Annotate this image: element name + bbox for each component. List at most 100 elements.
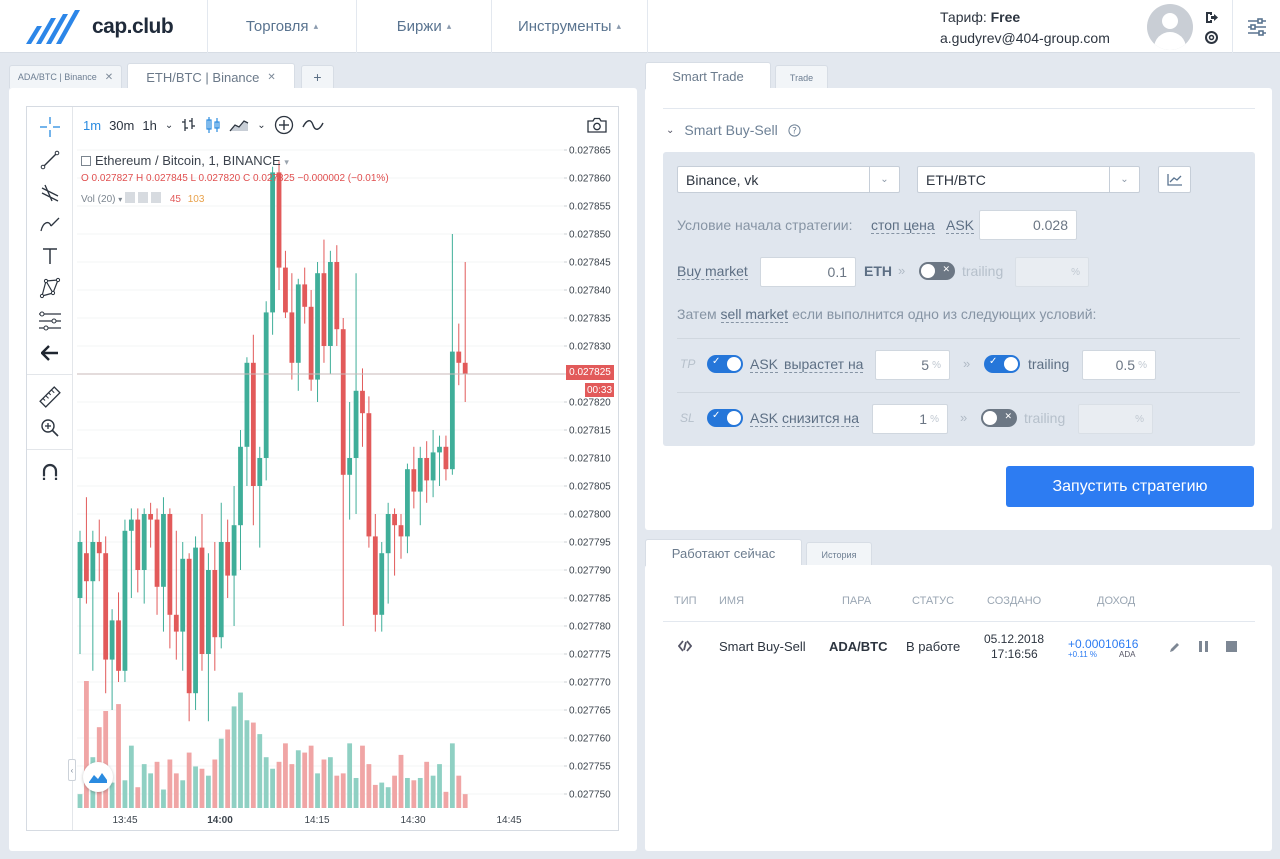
tariff-value[interactable]: Free — [990, 9, 1021, 25]
tab-ada-btc[interactable]: ADA/BTC | Binance ✕ — [9, 65, 122, 88]
ask-link[interactable]: ASK — [946, 217, 975, 234]
tab-trade[interactable]: Trade — [775, 65, 828, 89]
magnet-icon[interactable] — [38, 460, 62, 484]
tp-ask-link[interactable]: ASK — [750, 356, 779, 373]
candle-body — [385, 514, 391, 554]
run-strategy-button[interactable]: Запустить стратегию — [1006, 466, 1254, 507]
tradingview-logo[interactable] — [83, 762, 113, 792]
sl-condition-link[interactable]: снизится на — [782, 410, 860, 427]
candle-body — [283, 267, 288, 313]
logout-icon[interactable] — [1204, 10, 1218, 24]
avatar[interactable] — [1147, 4, 1193, 50]
sl-toggle[interactable]: ✓ — [707, 409, 743, 427]
close-icon[interactable]: ✕ — [267, 71, 276, 83]
volume-bar — [180, 780, 186, 808]
price-axis[interactable]: 0.027865 0.027860 0.027855 0.027850 0.027845… — [564, 143, 619, 808]
arrow-left-icon[interactable] — [38, 341, 62, 365]
close-icon[interactable]: ✕ — [104, 71, 114, 83]
tp-trailing-toggle[interactable]: ✓ — [984, 355, 1020, 373]
nav-exchanges[interactable]: Биржи ▴ — [356, 0, 491, 53]
sl-ask-link[interactable]: ASK — [750, 410, 779, 427]
chevron-down-icon[interactable]: ▾ — [284, 157, 289, 167]
chevron-down-icon[interactable]: ⌄ — [164, 119, 174, 131]
volume-bar — [238, 692, 243, 808]
chevron-down-icon[interactable]: ▾ — [118, 195, 123, 204]
tp-condition-link[interactable]: вырастет на — [784, 356, 864, 373]
candle-body — [199, 547, 205, 654]
pattern-icon[interactable] — [38, 276, 62, 300]
tab-smart-trade[interactable]: Smart Trade — [645, 62, 771, 89]
volume-bar — [135, 787, 141, 808]
col-name: ИМЯ — [719, 595, 745, 607]
candle-body — [154, 519, 160, 587]
tp-value-input[interactable]: 5% — [875, 350, 950, 380]
buy-amount-input[interactable]: 0.1 — [760, 257, 856, 287]
timeframe-1h[interactable]: 1h — [142, 117, 157, 133]
chart-plot-area[interactable] — [77, 143, 564, 808]
fib-icon[interactable] — [38, 309, 62, 333]
trendline-icon[interactable] — [38, 148, 62, 172]
volume-bar — [283, 743, 288, 808]
volume-bar — [430, 775, 436, 808]
tp-toggle[interactable]: ✓ — [707, 355, 743, 373]
sell-market-link[interactable]: sell market — [720, 306, 789, 323]
add-tab-button[interactable]: + — [301, 65, 334, 88]
sl-trailing-label: trailing — [1024, 410, 1066, 426]
volume-bar — [167, 759, 173, 808]
area-style-icon[interactable] — [229, 117, 249, 133]
nav-tools[interactable]: Инструменты ▴ — [491, 0, 648, 53]
time-axis[interactable]: 13:45 14:00 14:15 14:30 14:45 — [77, 808, 564, 830]
caret-up-icon: ▴ — [616, 21, 622, 31]
sl-trailing-input[interactable]: % — [1078, 404, 1153, 434]
buy-market-link[interactable]: Buy market — [677, 263, 748, 280]
nav-trading-label: Торговля — [245, 18, 309, 35]
crosshair-icon[interactable] — [38, 115, 62, 139]
support-icon[interactable] — [1204, 30, 1218, 44]
settings-button[interactable] — [1232, 0, 1280, 53]
start-price-input[interactable]: 0.028 — [979, 210, 1077, 240]
indicator-controls-icon[interactable] — [125, 192, 164, 203]
timeframe-30m[interactable]: 30m — [109, 117, 135, 133]
camera-icon[interactable] — [587, 117, 607, 133]
nav-trading[interactable]: Торговля ▴ — [207, 0, 356, 53]
tab-running[interactable]: Работают сейчас — [645, 539, 802, 566]
buy-trailing-input[interactable]: % — [1015, 257, 1089, 287]
volume-label[interactable]: Vol (20) — [81, 194, 116, 205]
time-tick-label: 14:00 — [207, 815, 233, 826]
exchange-select[interactable]: Binance, vk ⌄ — [677, 166, 900, 193]
tab-label: Smart Trade — [672, 68, 744, 84]
tp-trailing-input[interactable]: 0.5% — [1082, 350, 1156, 380]
pitchfork-icon[interactable] — [38, 181, 62, 205]
volume-bar — [372, 784, 378, 808]
edit-icon[interactable] — [1169, 641, 1181, 653]
pair-select[interactable]: ETH/BTC ⌄ — [917, 166, 1140, 193]
candles-style-icon[interactable] — [205, 116, 221, 134]
add-indicator-icon[interactable] — [274, 115, 294, 135]
strategy-header[interactable]: ⌄ Smart Buy-Sell ? — [666, 122, 801, 138]
help-icon[interactable]: ? — [788, 123, 801, 137]
price-tick-label: 0.027830 — [569, 342, 611, 353]
pause-icon[interactable] — [1198, 641, 1209, 652]
sl-trailing-toggle[interactable]: ✕ — [981, 409, 1017, 427]
col-pair: ПАРА — [842, 595, 872, 607]
collapse-toolbar-button[interactable]: ‹ — [68, 759, 76, 781]
tab-eth-btc[interactable]: ETH/BTC | Binance ✕ — [127, 63, 295, 90]
compare-icon[interactable] — [301, 118, 324, 132]
brush-icon[interactable] — [38, 212, 62, 236]
sl-value-input[interactable]: 1% — [872, 404, 948, 434]
bars-style-icon[interactable] — [181, 117, 197, 133]
price-tick-label: 0.027770 — [569, 678, 611, 689]
buy-trailing-toggle[interactable]: ✕ — [919, 262, 955, 280]
chart-view-button[interactable] — [1158, 166, 1191, 193]
timeframe-1m[interactable]: 1m — [83, 117, 102, 133]
text-tool-icon[interactable] — [38, 244, 62, 268]
stop-price-link[interactable]: стоп цена — [871, 217, 935, 234]
stop-icon[interactable] — [1226, 641, 1237, 652]
ruler-icon[interactable] — [38, 385, 62, 409]
collapse-legend-icon[interactable] — [81, 156, 91, 166]
chart-symbol-title[interactable]: Ethereum / Bitcoin, 1, BINANCE — [95, 153, 281, 168]
logo[interactable]: cap.club — [24, 10, 174, 44]
chevron-down-icon[interactable]: ⌄ — [257, 119, 266, 131]
tab-history[interactable]: История — [806, 542, 872, 566]
zoom-in-icon[interactable] — [38, 416, 62, 440]
